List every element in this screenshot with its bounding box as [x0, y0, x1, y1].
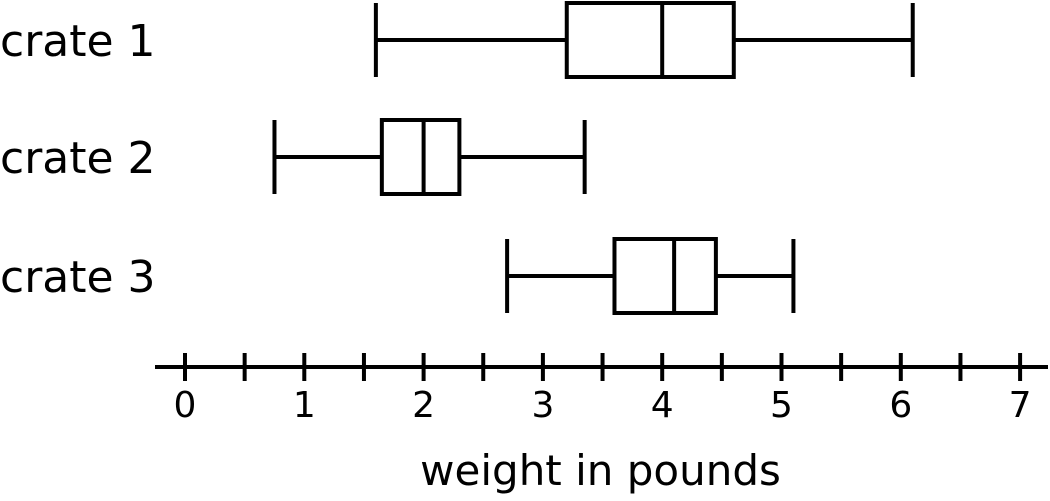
x-axis: 0 1 2 3 4 5 6 7	[155, 353, 1048, 426]
row-label: crate 3	[0, 252, 156, 303]
iqr-box	[379, 118, 462, 196]
tick-label: 1	[293, 385, 316, 426]
tick-label: 2	[412, 385, 435, 426]
box-plot-series-1: crate 1	[0, 1, 915, 79]
tick-label: 5	[770, 385, 793, 426]
row-label: crate 2	[0, 133, 156, 184]
tick-label: 0	[174, 385, 197, 426]
tick-label: 7	[1009, 385, 1032, 426]
iqr-box	[564, 1, 736, 79]
iqr-box	[612, 237, 718, 315]
box-plot-series-3: crate 3	[0, 237, 796, 315]
row-label: crate 1	[0, 16, 156, 67]
tick-label: 4	[651, 385, 674, 426]
box-plots: crate 1 crate 2 crate 3	[0, 1, 915, 315]
tick-label: 3	[531, 385, 554, 426]
x-axis-title: weight in pounds	[420, 446, 781, 495]
tick-label: 6	[889, 385, 912, 426]
box-plot-series-2: crate 2	[0, 118, 587, 196]
